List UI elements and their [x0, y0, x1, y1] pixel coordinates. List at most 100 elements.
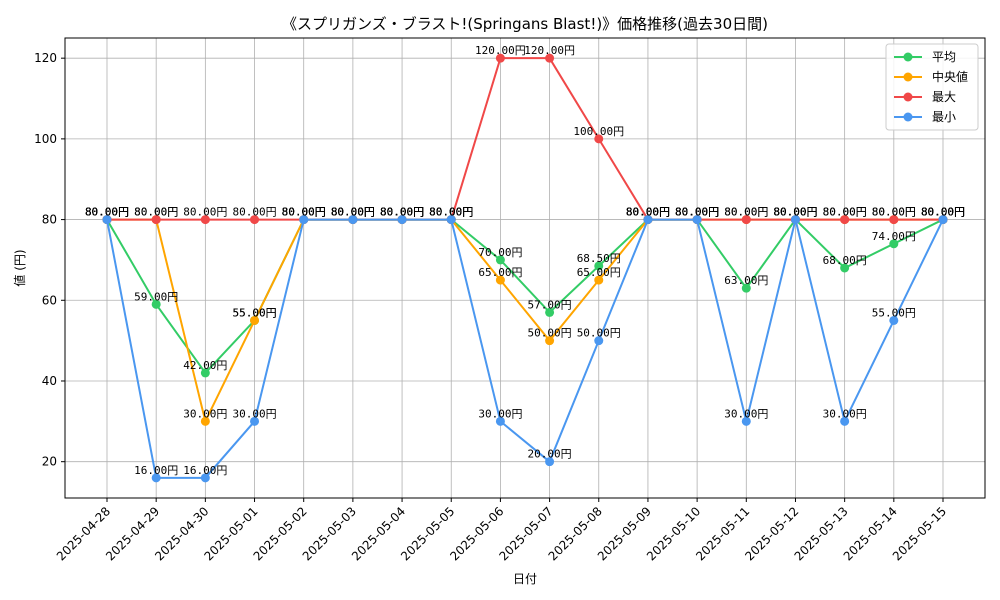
data-label: 80.00円 [85, 206, 129, 219]
data-point [741, 416, 751, 426]
y-tick-label: 20 [42, 455, 57, 469]
data-label: 16.00円 [183, 464, 227, 477]
data-point [840, 263, 850, 273]
data-point [151, 299, 161, 309]
data-point [200, 416, 210, 426]
data-point [741, 215, 751, 225]
series-line-0 [106, 218, 944, 375]
data-label: 80.00円 [331, 206, 375, 219]
data-label: 55.00円 [232, 306, 276, 319]
x-axis-label: 日付 [513, 572, 537, 586]
data-point [495, 275, 505, 285]
data-label: 80.00円 [921, 206, 965, 219]
data-label: 80.00円 [626, 206, 670, 219]
data-label: 50.00円 [528, 327, 572, 340]
data-label: 70.00円 [478, 246, 522, 259]
data-label: 80.00円 [232, 206, 276, 219]
data-point [938, 215, 948, 225]
data-point [643, 215, 653, 225]
data-label: 80.00円 [282, 206, 326, 219]
data-label: 80.00円 [872, 206, 916, 219]
data-label: 30.00円 [183, 407, 227, 420]
data-point [446, 215, 456, 225]
data-label: 80.00円 [331, 206, 375, 219]
data-label: 80.00円 [282, 206, 326, 219]
data-point [102, 215, 112, 225]
data-point [545, 53, 555, 63]
data-point [151, 215, 161, 225]
data-label: 80.00円 [626, 206, 670, 219]
data-label: 50.00円 [577, 327, 621, 340]
data-point [889, 215, 899, 225]
data-label: 30.00円 [823, 407, 867, 420]
data-point [200, 473, 210, 483]
y-tick-label: 100 [34, 132, 57, 146]
data-label: 80.00円 [429, 206, 473, 219]
data-label: 80.00円 [626, 206, 670, 219]
data-point [495, 255, 505, 265]
data-label: 80.00円 [85, 206, 129, 219]
y-tick-label: 80 [42, 213, 57, 227]
data-label: 80.00円 [626, 206, 670, 219]
data-label: 63.00円 [724, 274, 768, 287]
legend-label: 中央値 [932, 69, 968, 84]
data-label: 42.00円 [183, 359, 227, 372]
data-point [594, 275, 604, 285]
data-point [397, 215, 407, 225]
data-label: 80.00円 [85, 206, 129, 219]
data-label: 120.00円 [524, 44, 575, 57]
legend-marker [903, 92, 913, 102]
data-point [250, 315, 260, 325]
chart-title: 《スプリガンズ・ブラスト!(Springans Blast!)》価格推移(過去3… [282, 15, 768, 33]
data-label: 120.00円 [475, 44, 526, 57]
data-label: 80.00円 [773, 206, 817, 219]
series-line-3 [106, 218, 944, 479]
plot-frame [64, 37, 986, 499]
data-label: 80.00円 [380, 206, 424, 219]
data-label: 30.00円 [232, 407, 276, 420]
data-point [348, 215, 358, 225]
series-line-2 [107, 57, 943, 221]
data-point [545, 457, 555, 467]
data-point [594, 336, 604, 346]
data-label: 80.00円 [85, 206, 129, 219]
data-label: 80.00円 [675, 206, 719, 219]
data-label: 80.00円 [921, 206, 965, 219]
data-point [594, 261, 604, 271]
data-label: 100.00円 [573, 125, 624, 138]
y-axis-label: 値 (円) [12, 249, 27, 286]
data-label: 55.00円 [872, 306, 916, 319]
legend-marker [903, 52, 913, 62]
data-label: 80.00円 [134, 206, 178, 219]
legend-label: 平均 [932, 50, 956, 64]
data-point [495, 53, 505, 63]
data-label: 80.00円 [380, 206, 424, 219]
data-label: 80.00円 [429, 206, 473, 219]
data-label: 68.50円 [577, 252, 621, 265]
data-label: 80.00円 [380, 206, 424, 219]
data-label: 80.00円 [773, 206, 817, 219]
data-label: 65.00円 [577, 266, 621, 279]
legend-marker [903, 72, 913, 82]
data-label: 80.00円 [675, 206, 719, 219]
data-label: 80.00円 [429, 206, 473, 219]
data-point [299, 215, 309, 225]
data-label: 80.00円 [331, 206, 375, 219]
data-point [151, 473, 161, 483]
data-label: 59.00円 [134, 290, 178, 303]
data-label: 80.00円 [872, 206, 916, 219]
data-point [741, 283, 751, 293]
data-label: 80.00円 [921, 206, 965, 219]
y-tick-label: 60 [42, 293, 57, 307]
series-layer [102, 53, 948, 483]
data-label: 80.00円 [823, 206, 867, 219]
data-label: 16.00円 [134, 464, 178, 477]
data-label: 80.00円 [183, 206, 227, 219]
data-point [594, 134, 604, 144]
data-label: 80.00円 [380, 206, 424, 219]
data-point [495, 416, 505, 426]
legend-marker [903, 112, 913, 122]
data-label: 80.00円 [134, 206, 178, 219]
legend-label: 最小 [932, 110, 956, 124]
